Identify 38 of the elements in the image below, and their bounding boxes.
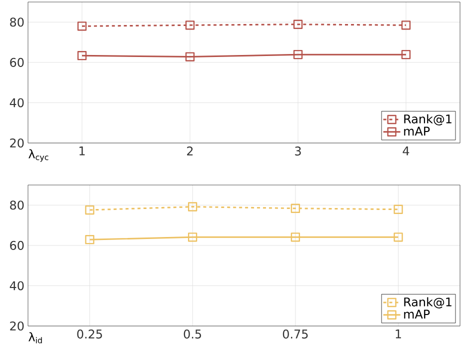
point xyxy=(188,202,198,212)
legend-label: Rank@1 xyxy=(404,297,452,308)
point xyxy=(293,20,303,29)
y-tick-label: 60 xyxy=(10,58,24,67)
point xyxy=(185,20,195,30)
x-axis-title: λ$_{id}$ xyxy=(28,332,42,344)
point xyxy=(401,50,411,60)
point xyxy=(77,22,87,31)
y-tick-label: 40 xyxy=(10,98,24,108)
point xyxy=(290,204,300,213)
legend-label: mAP xyxy=(404,126,430,136)
x-axis-title: λ$_{cyc}$ xyxy=(28,149,48,162)
y-tick-label: 80 xyxy=(10,200,24,210)
legend-label: mAP xyxy=(404,310,430,318)
point xyxy=(290,232,300,242)
point xyxy=(77,50,87,60)
legend-label: Rank@1 xyxy=(404,114,452,126)
x-tick-label: 0.25 xyxy=(77,330,102,339)
point xyxy=(293,50,303,60)
y-tick-label: 20 xyxy=(10,321,24,331)
y-tick-label: 20 xyxy=(10,138,24,148)
y-tick-label: 40 xyxy=(10,281,24,290)
x-tick-label: 4 xyxy=(402,146,410,156)
x-tick-label: 3 xyxy=(295,146,301,156)
x-tick-label: 2 xyxy=(187,146,193,156)
x-tick-label: 1 xyxy=(80,146,85,156)
x-tick-label: 1 xyxy=(396,330,401,338)
y-tick-label: 80 xyxy=(10,18,24,27)
point xyxy=(394,232,403,242)
point xyxy=(85,205,94,215)
x-tick-label: 0.75 xyxy=(282,330,308,339)
point xyxy=(394,204,403,214)
point xyxy=(85,235,94,244)
y-tick-label: 60 xyxy=(10,240,24,250)
point xyxy=(185,52,195,62)
point xyxy=(188,232,198,242)
x-tick-label: 0.5 xyxy=(184,330,202,339)
point xyxy=(401,20,411,30)
